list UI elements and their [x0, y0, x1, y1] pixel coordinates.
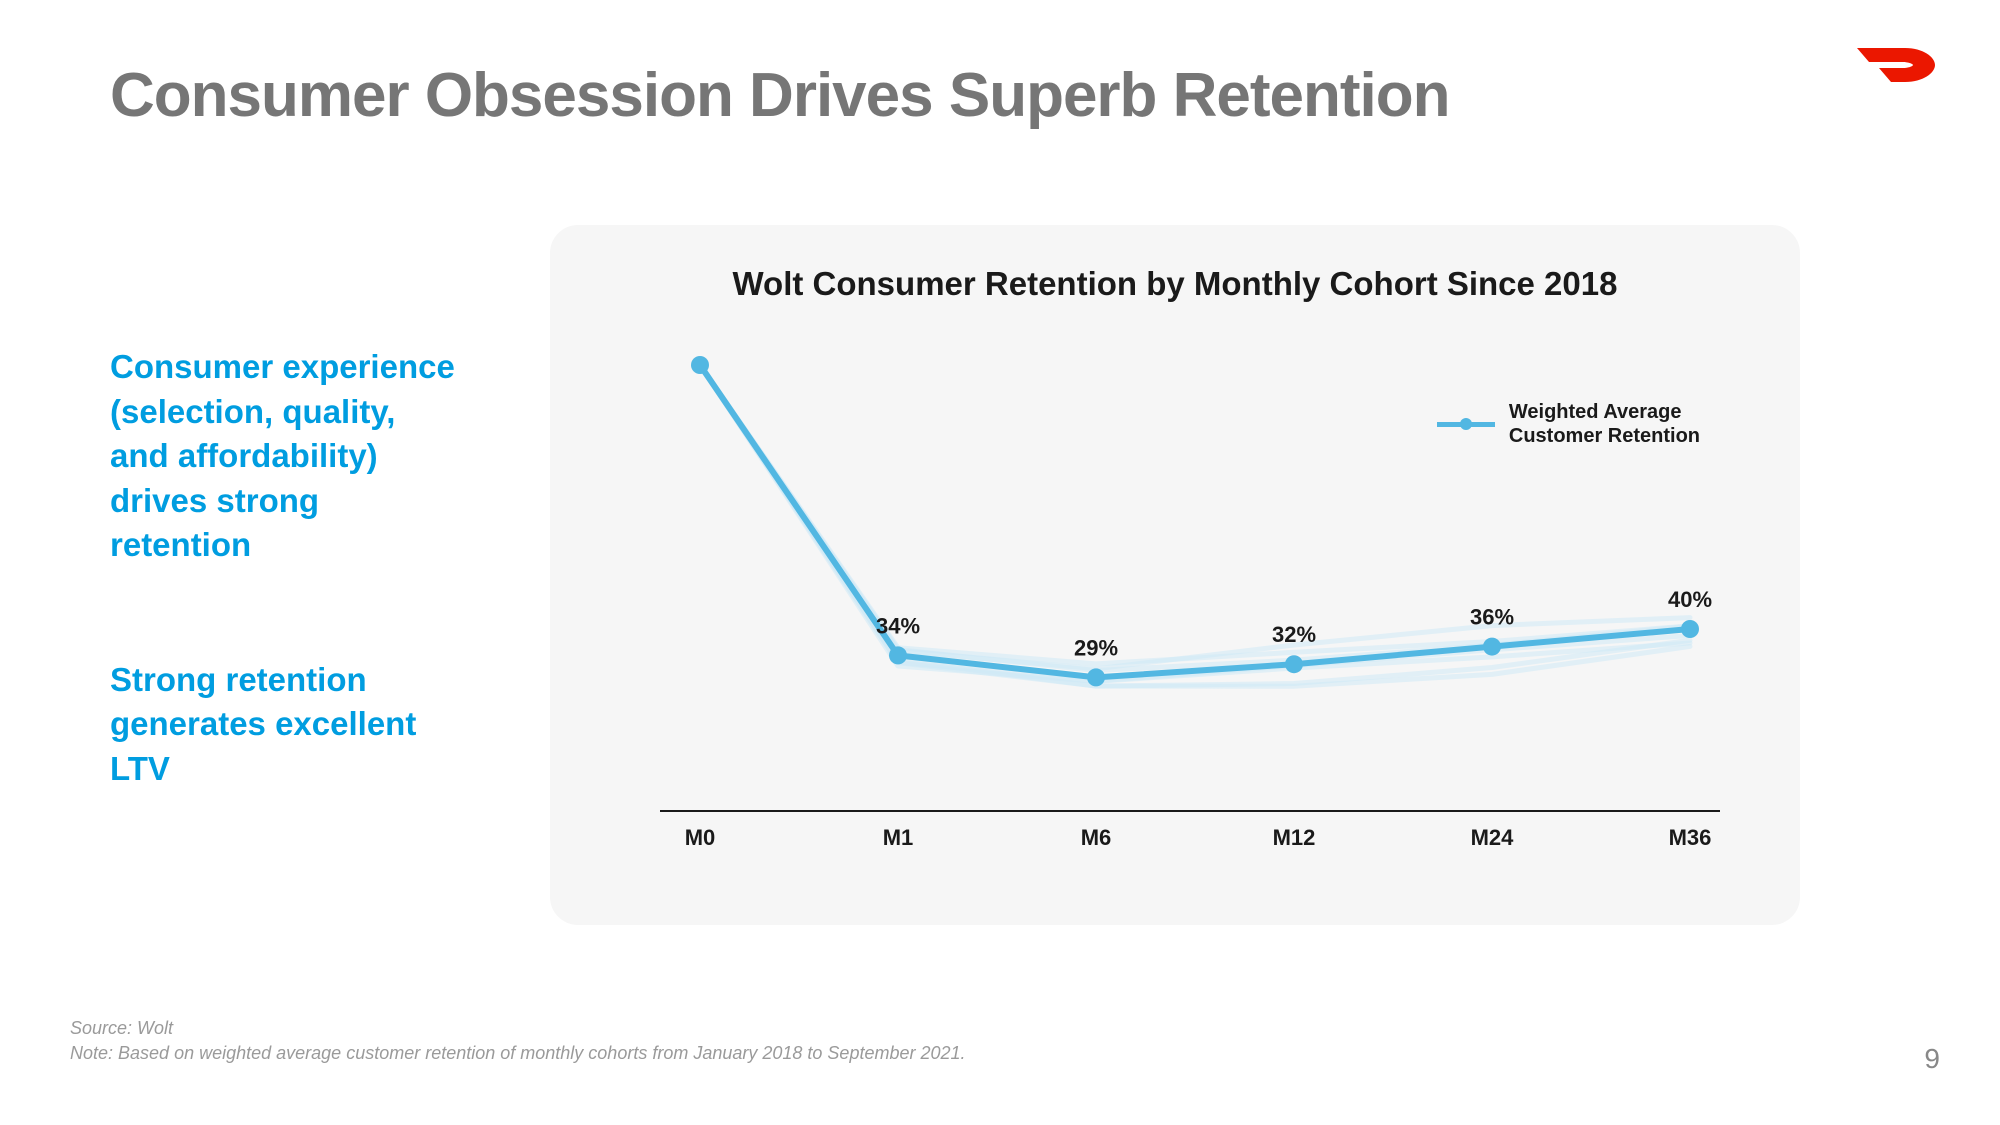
svg-text:36%: 36%: [1470, 605, 1514, 630]
chart-panel: Wolt Consumer Retention by Monthly Cohor…: [550, 225, 1800, 925]
svg-text:32%: 32%: [1272, 622, 1316, 647]
svg-text:M24: M24: [1471, 825, 1515, 850]
page-number: 9: [1924, 1043, 1940, 1075]
svg-text:100%: 100%: [672, 345, 728, 348]
svg-text:M6: M6: [1081, 825, 1112, 850]
svg-text:29%: 29%: [1074, 635, 1118, 660]
retention-line-chart: 100% 34% 29% 32% 36% 40% M0 M1 M6 M12 M24 M36: [630, 345, 1730, 875]
doordash-logo-icon: [1855, 40, 1940, 93]
sidebar-block-2: Strong retention generates excellent LTV: [110, 658, 460, 792]
svg-text:40%: 40%: [1668, 587, 1712, 612]
slide-title: Consumer Obsession Drives Superb Retenti…: [110, 60, 1450, 131]
chart-title: Wolt Consumer Retention by Monthly Cohor…: [550, 265, 1800, 303]
svg-text:M36: M36: [1669, 825, 1712, 850]
svg-text:34%: 34%: [876, 613, 920, 638]
sidebar-text: Consumer experience (selection, quality,…: [110, 345, 460, 881]
svg-text:M0: M0: [685, 825, 716, 850]
sidebar-block-1: Consumer experience (selection, quality,…: [110, 345, 460, 568]
footnote-source: Source: Wolt: [70, 1016, 966, 1040]
footnote-note: Note: Based on weighted average customer…: [70, 1041, 966, 1065]
svg-text:M1: M1: [883, 825, 914, 850]
svg-text:M12: M12: [1273, 825, 1316, 850]
footnote: Source: Wolt Note: Based on weighted ave…: [70, 1016, 966, 1065]
